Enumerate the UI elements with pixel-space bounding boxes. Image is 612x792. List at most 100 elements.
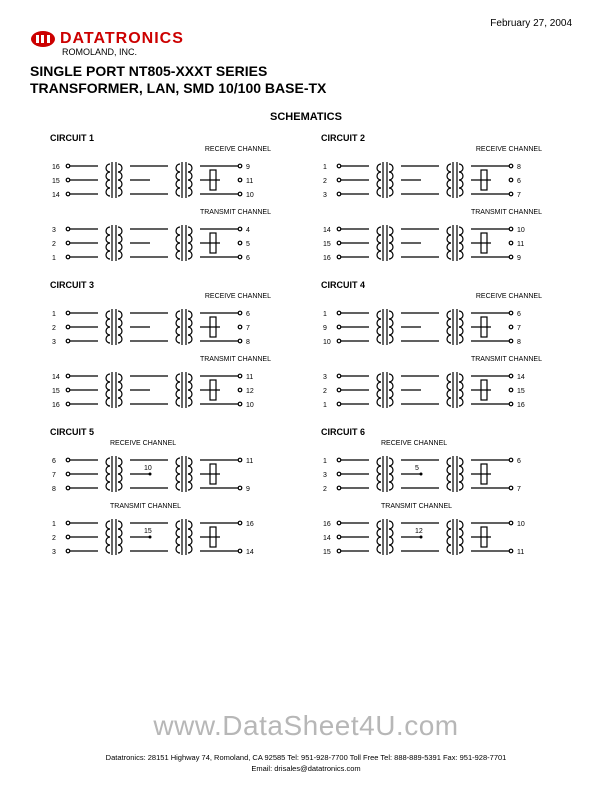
svg-text:1: 1 — [323, 311, 327, 318]
svg-text:5: 5 — [415, 465, 419, 472]
svg-text:15: 15 — [323, 241, 331, 248]
svg-text:5: 5 — [246, 241, 250, 248]
svg-text:1: 1 — [52, 521, 56, 528]
channel-label: RECEIVE CHANNEL — [50, 146, 291, 153]
document-date: February 27, 2004 — [490, 18, 572, 29]
svg-text:14: 14 — [52, 192, 60, 199]
channel-label: RECEIVE CHANNEL — [50, 440, 291, 447]
schematic-svg: 123867 — [321, 154, 531, 206]
svg-text:2: 2 — [323, 486, 327, 493]
svg-text:2: 2 — [323, 388, 327, 395]
title-line-1: SINGLE PORT NT805-XXXT SERIES — [30, 63, 582, 80]
svg-text:16: 16 — [52, 164, 60, 171]
circuit-name: CIRCUIT 4 — [321, 280, 562, 290]
section-heading: SCHEMATICS — [30, 111, 582, 123]
svg-text:3: 3 — [323, 192, 327, 199]
svg-text:16: 16 — [246, 521, 254, 528]
svg-text:16: 16 — [323, 521, 331, 528]
svg-text:16: 16 — [517, 402, 525, 409]
svg-text:2: 2 — [323, 178, 327, 185]
svg-text:3: 3 — [52, 339, 56, 346]
footer-line-1: Datatronics: 28151 Highway 74, Romoland,… — [0, 753, 612, 764]
svg-text:15: 15 — [52, 388, 60, 395]
svg-text:10: 10 — [517, 227, 525, 234]
svg-text:2: 2 — [52, 325, 56, 332]
schematic-svg: 16 14 15 12 10 11 — [321, 511, 531, 563]
channel-label: RECEIVE CHANNEL — [321, 293, 562, 300]
svg-text:3: 3 — [52, 227, 56, 234]
svg-text:7: 7 — [517, 325, 521, 332]
svg-text:3: 3 — [323, 374, 327, 381]
circuit-block: CIRCUIT 5RECEIVE CHANNEL67810119TRANSMIT… — [50, 427, 291, 566]
channel-label: RECEIVE CHANNEL — [50, 293, 291, 300]
svg-text:15: 15 — [144, 528, 152, 535]
svg-text:1: 1 — [323, 458, 327, 465]
schematic-svg: 14 15 16 11 12 10 — [50, 364, 260, 416]
circuit-name: CIRCUIT 5 — [50, 427, 291, 437]
svg-text:12: 12 — [246, 388, 254, 395]
channel-label: TRANSMIT CHANNEL — [50, 209, 291, 216]
channel-label: TRANSMIT CHANNEL — [321, 209, 562, 216]
svg-text:12: 12 — [415, 528, 423, 535]
svg-text:2: 2 — [52, 241, 56, 248]
svg-text:10: 10 — [144, 465, 152, 472]
svg-text:3: 3 — [323, 472, 327, 479]
company-name: DATATRONICS — [60, 30, 184, 48]
title-line-2: TRANSFORMER, LAN, SMD 10/100 BASE-TX — [30, 80, 582, 97]
channel-label: RECEIVE CHANNEL — [321, 146, 562, 153]
svg-text:6: 6 — [517, 311, 521, 318]
svg-text:1: 1 — [52, 255, 56, 262]
svg-text:10: 10 — [323, 339, 331, 346]
svg-text:2: 2 — [52, 535, 56, 542]
document-title: SINGLE PORT NT805-XXXT SERIES TRANSFORME… — [30, 63, 582, 97]
svg-text:14: 14 — [323, 535, 331, 542]
svg-text:14: 14 — [517, 374, 525, 381]
schematic-svg: 16 15 14 9 11 10 — [50, 154, 260, 206]
footer-line-2: Email: drisales@datatronics.com — [0, 764, 612, 775]
svg-text:6: 6 — [517, 458, 521, 465]
svg-text:1: 1 — [323, 402, 327, 409]
svg-text:15: 15 — [52, 178, 60, 185]
svg-text:9: 9 — [517, 255, 521, 262]
svg-text:6: 6 — [52, 458, 56, 465]
svg-text:16: 16 — [323, 255, 331, 262]
schematic-svg: 3 2 1 4 5 6 — [50, 217, 260, 269]
svg-text:7: 7 — [517, 486, 521, 493]
svg-text:14: 14 — [323, 227, 331, 234]
svg-text:9: 9 — [246, 164, 250, 171]
svg-text:10: 10 — [246, 192, 254, 199]
schematic-svg: 14 15 16 10 11 9 — [321, 217, 531, 269]
schematic-svg: 123678 — [50, 301, 260, 353]
svg-text:15: 15 — [323, 549, 331, 556]
schematic-svg: 1910678 — [321, 301, 531, 353]
channel-label: TRANSMIT CHANNEL — [321, 503, 562, 510]
circuit-name: CIRCUIT 2 — [321, 133, 562, 143]
circuit-block: CIRCUIT 6RECEIVE CHANNEL132567TRANSMIT C… — [321, 427, 562, 566]
svg-text:8: 8 — [52, 486, 56, 493]
svg-text:14: 14 — [52, 374, 60, 381]
svg-text:11: 11 — [517, 549, 524, 556]
svg-text:16: 16 — [52, 402, 60, 409]
svg-text:4: 4 — [246, 227, 250, 234]
svg-text:10: 10 — [246, 402, 254, 409]
svg-text:1: 1 — [52, 311, 56, 318]
circuit-block: CIRCUIT 2RECEIVE CHANNEL123867TRANSMIT C… — [321, 133, 562, 272]
channel-label: TRANSMIT CHANNEL — [50, 503, 291, 510]
svg-text:9: 9 — [323, 325, 327, 332]
svg-text:7: 7 — [52, 472, 56, 479]
footer: Datatronics: 28151 Highway 74, Romoland,… — [0, 753, 612, 774]
schematic-svg: 123151614 — [50, 511, 260, 563]
svg-text:6: 6 — [246, 255, 250, 262]
schematic-svg: 321141516 — [321, 364, 531, 416]
svg-text:10: 10 — [517, 521, 525, 528]
schematic-svg: 67810119 — [50, 448, 260, 500]
svg-text:11: 11 — [246, 178, 253, 185]
svg-text:6: 6 — [246, 311, 250, 318]
svg-text:9: 9 — [246, 486, 250, 493]
channel-label: RECEIVE CHANNEL — [321, 440, 562, 447]
svg-text:7: 7 — [246, 325, 250, 332]
svg-text:11: 11 — [517, 241, 524, 248]
svg-text:14: 14 — [246, 549, 254, 556]
datatronics-logo-icon — [30, 30, 56, 48]
svg-text:11: 11 — [246, 374, 253, 381]
